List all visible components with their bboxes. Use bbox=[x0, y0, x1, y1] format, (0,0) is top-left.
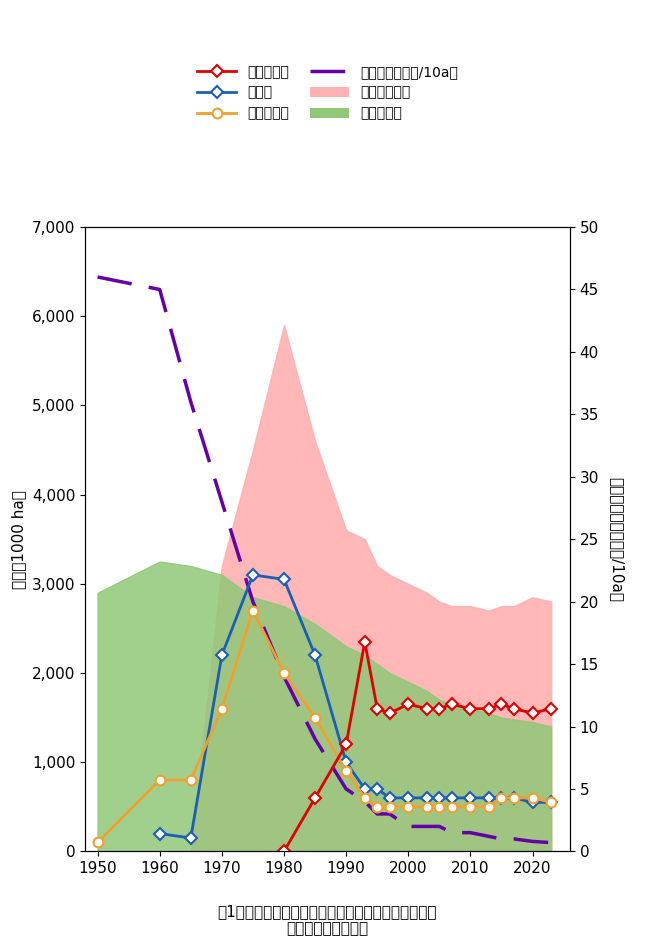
Text: 図1　水稲作における除草剤（処理法別）使用面積と
除草労働時間の推移: 図1 水稲作における除草剤（処理法別）使用面積と 除草労働時間の推移 bbox=[217, 904, 438, 937]
Y-axis label: 除草労働時間（時間/10a）: 除草労働時間（時間/10a） bbox=[609, 477, 624, 602]
Legend: 一発処理剤, 初期剤, 中・後期剤, 除草労働時間（/10a）, 延べ使用面積, 作付け面積: 一発処理剤, 初期剤, 中・後期剤, 除草労働時間（/10a）, 延べ使用面積,… bbox=[192, 60, 463, 126]
Y-axis label: 面積（1000 ha）: 面積（1000 ha） bbox=[11, 490, 26, 588]
